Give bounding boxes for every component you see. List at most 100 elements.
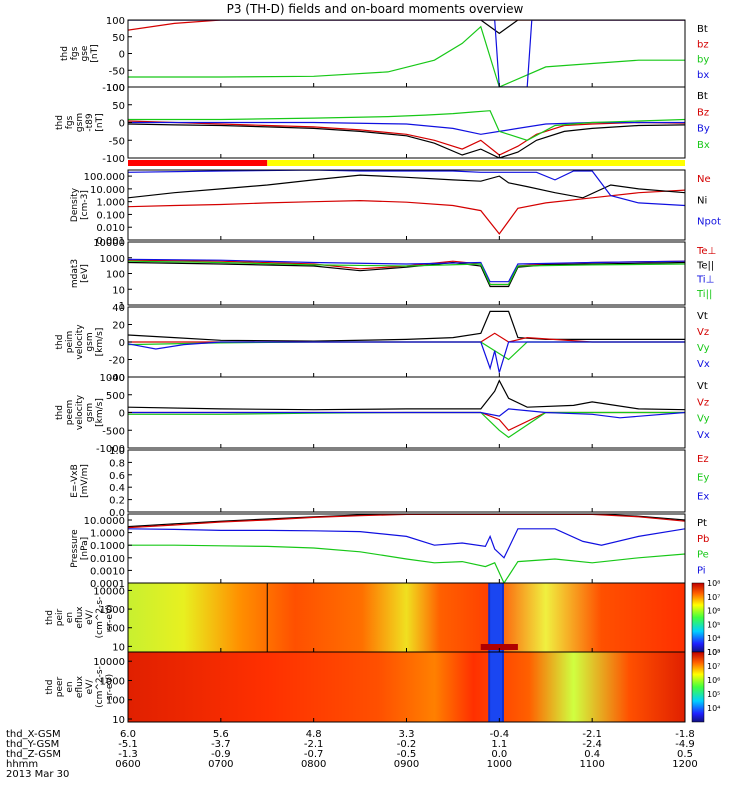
panel-frame [127, 513, 686, 584]
ephemeris-value: -2.4 [582, 739, 602, 750]
series-line-8-3 [128, 544, 685, 583]
ephemeris-value: 5.6 [213, 729, 229, 740]
y-tick-label: 0 [119, 409, 125, 420]
heatmap-field [128, 652, 685, 722]
y-tick-label: 10.0000 [84, 516, 125, 527]
series-line-8-4 [128, 528, 685, 559]
y-tick-label: -40 [109, 373, 125, 384]
y-axis-label-line: mdat3 [70, 259, 80, 288]
y-axis-label: thd fgs gse [nT] [60, 44, 100, 62]
colorbar-tick-label: 10⁸ [707, 579, 720, 588]
heatmap-field [128, 583, 685, 652]
y-tick-label: 20 [112, 321, 125, 332]
y-axis-label: thd peir en eflux eV/(cm^2-s-sr-eV) [45, 597, 115, 639]
heatmap-depletion-core [490, 652, 502, 722]
legend-label: Ni [697, 195, 707, 206]
ephemeris-row-label: thd_Y-GSM [6, 739, 59, 750]
legend-label: Pt [697, 518, 707, 529]
y-axis-label-line: en [65, 681, 75, 692]
panel-frame [127, 241, 686, 306]
series-line-2-1 [128, 123, 685, 158]
y-tick-label: 0.001 [96, 236, 125, 247]
y-tick-label: 1000 [100, 373, 125, 384]
colorbar-tick-label: 10⁴ [707, 704, 720, 713]
ephemeris-value: 0600 [115, 759, 140, 770]
heatmap-depletion-core [490, 583, 502, 652]
y-tick-label: -500 [102, 426, 125, 437]
series-line-2-2 [128, 120, 685, 156]
colorbar-tick-label: 10⁸ [707, 648, 720, 657]
legend-label: Bx [697, 140, 710, 151]
y-tick-label: 1000 [100, 605, 125, 616]
y-axis-label: Pressure [nPa] [70, 529, 90, 568]
colorbar-tick-label: 10⁵ [707, 620, 720, 629]
ephemeris-value: -2.1 [582, 729, 602, 740]
panel-fgs-gsm-t89: Bt Bz By Bx 100 50 0 -50 -100 thd fgs gsm -t89 [nT] [55, 83, 710, 165]
series-line-4-4 [128, 260, 685, 286]
legend-label: Vx [697, 359, 710, 370]
y-tick-label: 100 [106, 696, 125, 707]
y-axis-label-line: thd [60, 46, 70, 61]
y-axis-label-line: gsm [75, 113, 85, 132]
panel-efield: Ez Ey Ex 1.00.8 0.60.4 0.20.0 E=-VxB [mV/m] [70, 446, 709, 519]
colorbar-tick-label: 10⁷ [707, 662, 720, 671]
ephemeris-value: -0.5 [397, 749, 417, 760]
y-axis-label-line: [km/s] [95, 328, 105, 357]
y-axis-label-line: peem [65, 400, 75, 426]
y-tick-label: 1.0000 [90, 529, 125, 540]
y-axis-label-line: (cm^2-s- [95, 597, 105, 639]
y-tick-label: 10 [112, 285, 125, 296]
legend-label: Bz [697, 107, 709, 118]
y-axis-label-line: sr-eV) [105, 604, 115, 630]
panel-peer-en-eflux: 10⁸ 10⁷ 10⁶ 10⁵ 10⁴ 10000 1000 100 10 thd peer en ef… [45, 648, 720, 726]
panel-peem-velocity: Vt Vz Vy Vx 1000 500 0 -500 -1000 thd peem velocity… [55, 373, 710, 455]
y-tick-label: 0 [119, 338, 125, 349]
figure-title: P3 (TH-D) fields and on-board moments ov… [227, 2, 524, 16]
ephemeris-value: 0700 [208, 759, 233, 770]
panel-density: Ne Ni Npot 100.000 10.000 1.0000.100 0.010 0.00… [70, 169, 721, 247]
y-tick-label: 10 [112, 642, 125, 653]
y-tick-label: 10000 [93, 586, 125, 597]
colorbar-tick-label: 10⁵ [707, 690, 720, 699]
y-tick-label: 1000 [100, 254, 125, 265]
y-axis-label-line: fgs [70, 46, 80, 60]
series-line-5-3 [128, 341, 685, 361]
y-tick-label: 0.0100 [90, 554, 125, 565]
legend-label: Vz [697, 397, 709, 408]
series-line-1-3 [128, 25, 685, 87]
legend-label: Vx [697, 430, 710, 441]
legend-label: Ti⊥ [696, 275, 714, 286]
y-tick-label: 50 [112, 33, 125, 44]
ephemeris-value: 0.4 [584, 749, 600, 760]
mode-bar-red [128, 160, 268, 166]
y-axis-label-line: [nT] [90, 44, 100, 62]
y-axis-label-line: [cm-3] [80, 190, 90, 220]
y-tick-label: 0.2 [109, 496, 125, 507]
y-tick-label: 10 [112, 715, 125, 726]
ephemeris-value: 0900 [394, 759, 419, 770]
panel-moments-temperature: Te⊥ Te|| Ti⊥ Ti|| 10000 1000 100 10 1 mdat3 [eV] [70, 238, 716, 312]
ephemeris-value: -1.3 [118, 749, 138, 760]
y-axis-label-line: [nT] [95, 113, 105, 131]
legend-label: Bt [697, 24, 708, 35]
legend-label: Pb [697, 534, 709, 545]
ephemeris-value: -0.7 [304, 749, 324, 760]
series-line-8-2 [128, 514, 685, 529]
y-axis-label-line: velocity [75, 394, 85, 430]
legend-label: By [697, 124, 710, 135]
series-line-6-1 [128, 379, 685, 411]
y-axis-label-line: gse [80, 45, 90, 61]
y-tick-label: -1000 [96, 444, 125, 455]
y-axis-label: thd peem velocity gsm [km/s] [55, 394, 105, 430]
series-line-1-2 [128, 20, 685, 31]
y-tick-label: 1.0 [109, 446, 125, 457]
legend-label: bz [697, 39, 709, 50]
y-tick-label: 1000 [100, 676, 125, 687]
colorbar [691, 582, 705, 653]
y-axis-label: Density [cm-3] [70, 187, 90, 222]
y-tick-label: 0 [119, 50, 125, 61]
y-tick-label: 0.010 [96, 223, 125, 234]
y-axis-label-line: peim [65, 331, 75, 354]
y-tick-label: 0.0001 [90, 579, 125, 590]
